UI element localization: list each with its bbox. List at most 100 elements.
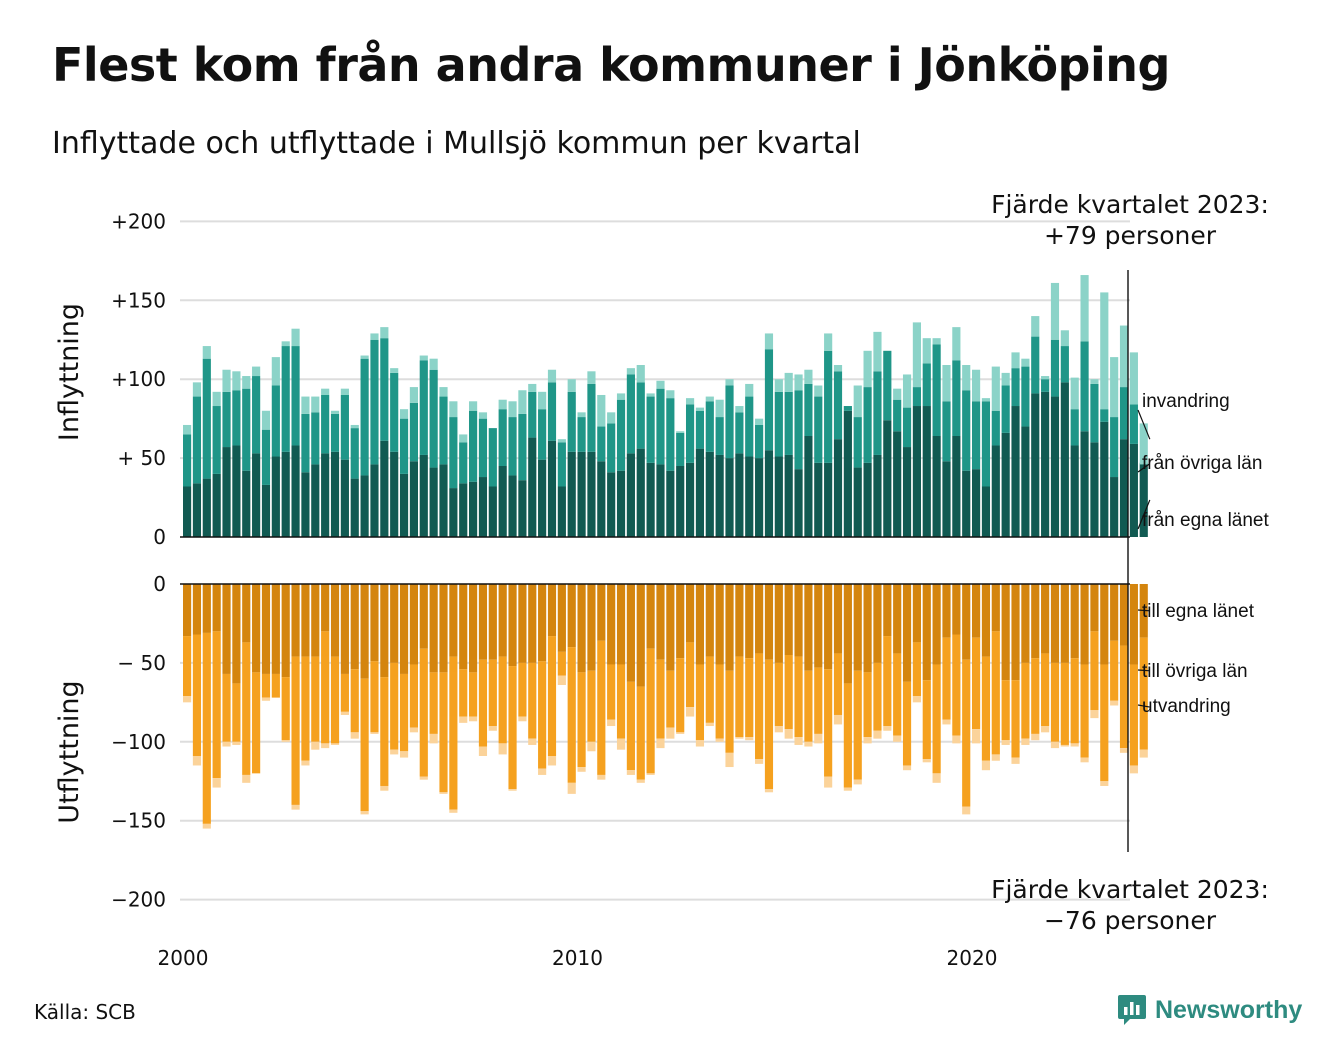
series-label-utflytt: till egna länet: [1142, 601, 1255, 622]
bar-inflytt: [252, 366, 261, 377]
bar-utflytt: [232, 741, 241, 745]
bar-inflytt: [824, 350, 833, 463]
bar-utflytt: [972, 637, 981, 730]
bar-inflytt: [607, 472, 616, 537]
bar-inflytt: [567, 379, 576, 392]
bar-utflytt: [1011, 680, 1020, 758]
bar-inflytt: [873, 331, 882, 372]
bar-utflytt: [1080, 757, 1089, 763]
bar-inflytt: [597, 426, 606, 462]
bar-inflytt: [685, 462, 695, 537]
bar-utflytt: [1100, 664, 1109, 782]
series-label-leader: [1137, 463, 1151, 473]
bar-utflytt: [932, 584, 941, 665]
newsworthy-logo-icon: [1118, 995, 1146, 1025]
bar-inflytt: [192, 396, 202, 484]
bar-inflytt: [695, 407, 705, 411]
bar-utflytt: [360, 811, 369, 815]
bar-inflytt: [538, 391, 547, 410]
bar-utflytt: [557, 584, 566, 652]
bar-inflytt: [409, 387, 418, 403]
bar-inflytt: [370, 333, 379, 340]
bar-utflytt: [1041, 584, 1050, 654]
bar-inflytt: [656, 464, 665, 537]
bar-inflytt: [370, 339, 379, 465]
bar-utflytt: [498, 656, 507, 744]
bar-inflytt: [981, 398, 991, 402]
bar-inflytt: [429, 369, 438, 468]
bar-utflytt: [1090, 584, 1099, 632]
bar-utflytt: [301, 760, 310, 766]
bar-inflytt: [853, 385, 862, 418]
bar-inflytt: [804, 369, 813, 384]
bar-utflytt: [745, 658, 754, 738]
bar-utflytt: [281, 584, 290, 678]
series-label-leader: [1137, 499, 1151, 530]
bar-inflytt: [419, 355, 428, 361]
bar-utflytt: [952, 634, 961, 736]
bar-inflytt: [685, 404, 695, 463]
bar-inflytt: [735, 453, 744, 537]
bar-inflytt: [1001, 432, 1010, 537]
bar-utflytt: [478, 659, 488, 747]
bar-inflytt: [932, 338, 941, 345]
bar-utflytt: [340, 673, 349, 712]
bar-inflytt: [932, 436, 941, 537]
bar-utflytt: [1090, 631, 1099, 711]
bar-utflytt: [804, 670, 813, 742]
bar-inflytt: [340, 459, 349, 537]
bar-inflytt: [1119, 439, 1129, 537]
bar-inflytt: [676, 431, 685, 433]
bar-utflytt: [232, 584, 241, 684]
bar-inflytt: [873, 371, 882, 455]
bar-utflytt: [981, 584, 991, 657]
bar-utflytt: [646, 584, 655, 649]
bar-inflytt: [291, 328, 300, 347]
bar-utflytt: [242, 774, 251, 783]
bar-inflytt: [626, 453, 635, 537]
bar-utflytt: [360, 678, 369, 812]
bar-utflytt: [528, 738, 537, 745]
bar-utflytt: [705, 722, 714, 727]
bar-inflytt: [508, 417, 517, 476]
bar-utflytt: [1011, 757, 1020, 764]
bar-utflytt: [962, 806, 971, 815]
bar-inflytt: [183, 486, 192, 537]
bar-utflytt: [607, 719, 616, 727]
bar-inflytt: [636, 448, 645, 537]
bar-utflytt: [893, 653, 902, 736]
bar-utflytt: [745, 737, 754, 741]
bar-utflytt: [735, 656, 744, 738]
bar-utflytt: [784, 584, 793, 656]
bar-inflytt: [883, 350, 892, 421]
bar-utflytt: [557, 675, 566, 685]
bar-utflytt: [912, 696, 921, 703]
bar-utflytt: [804, 584, 813, 671]
bar-inflytt: [1080, 431, 1089, 537]
bar-utflytt: [863, 584, 872, 673]
bar-inflytt: [597, 461, 606, 537]
bar-inflytt: [626, 374, 635, 454]
bar-utflytt: [922, 759, 931, 763]
bar-inflytt: [952, 327, 961, 361]
bar-inflytt: [912, 406, 921, 537]
bar-inflytt: [853, 417, 862, 468]
bar-inflytt: [902, 374, 912, 408]
bar-utflytt: [311, 656, 320, 742]
bar-inflytt: [350, 424, 359, 429]
bar-utflytt: [261, 697, 271, 701]
bar-utflytt: [399, 751, 409, 758]
bar-inflytt: [725, 379, 734, 386]
bar-utflytt: [1129, 584, 1138, 665]
bar-utflytt: [715, 738, 724, 742]
bar-inflytt: [311, 412, 320, 465]
bar-utflytt: [843, 584, 852, 684]
bar-utflytt: [192, 584, 202, 635]
bar-utflytt: [1041, 653, 1050, 727]
bar-inflytt: [932, 344, 941, 437]
bar-utflytt: [202, 584, 211, 633]
bar-inflytt: [755, 418, 764, 425]
bar-utflytt: [784, 655, 793, 730]
bar-inflytt: [1129, 404, 1138, 444]
source-note: Källa: SCB: [34, 1000, 136, 1024]
